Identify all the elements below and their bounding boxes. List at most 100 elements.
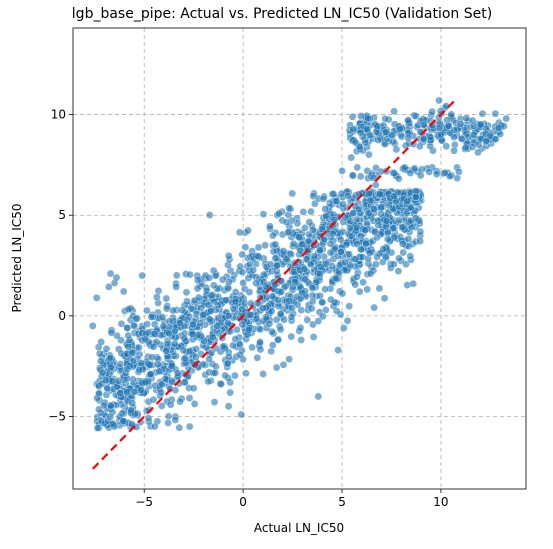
scatter-point [202, 286, 211, 295]
scatter-point [189, 320, 197, 329]
scatter-point [282, 255, 291, 264]
scatter-point [297, 306, 306, 314]
scatter-point [363, 285, 372, 294]
scatter-point [175, 319, 184, 327]
plot-frame [72, 27, 527, 490]
scatter-point [244, 226, 252, 235]
scatter-point [236, 262, 245, 271]
scatter-point [297, 336, 306, 344]
scatter-point [349, 125, 358, 134]
scatter-point [259, 210, 268, 219]
scatter-point [296, 246, 305, 255]
scatter-point [444, 121, 453, 130]
scatter-point [116, 360, 125, 368]
scatter-point [461, 143, 470, 152]
scatter-point [176, 397, 184, 406]
scatter-point [192, 353, 200, 361]
scatter-point [420, 120, 428, 129]
scatter-point [415, 142, 424, 151]
scatter-point [271, 240, 280, 249]
scatter-point [224, 359, 232, 368]
scatter-point [345, 302, 354, 311]
scatter-point [436, 131, 445, 139]
scatter-point [369, 174, 378, 182]
scatter-point [321, 306, 330, 314]
scatter-point [343, 316, 352, 325]
scatter-point [245, 288, 254, 296]
scatter-point [326, 248, 335, 257]
scatter-point [365, 190, 374, 198]
scatter-point [209, 281, 218, 290]
scatter-point [208, 333, 217, 341]
scatter-point [155, 367, 164, 376]
reference-line-layer [91, 99, 456, 470]
scatter-point [107, 328, 116, 337]
scatter-point [277, 288, 286, 296]
scatter-point [299, 208, 308, 216]
scatter-point [196, 319, 204, 327]
scatter-point [394, 267, 403, 275]
scatter-point [305, 218, 314, 226]
scatter-point [205, 315, 214, 324]
scatter-point [318, 298, 326, 307]
scatter-point [355, 142, 364, 151]
scatter-point [373, 253, 381, 261]
scatter-point [321, 205, 330, 213]
scatter-point [279, 247, 288, 255]
scatter-point [269, 231, 277, 240]
scatter-point [353, 163, 362, 172]
scatter-point [259, 278, 268, 286]
scatter-point [304, 237, 313, 246]
scatter-point [362, 239, 370, 248]
scatter-point [185, 422, 194, 431]
scatter-point [303, 316, 312, 324]
scatter-point [96, 357, 105, 366]
scatter-point [331, 274, 340, 282]
scatter-point [214, 301, 222, 310]
scatter-point [268, 327, 276, 336]
scatter-point [245, 260, 254, 269]
scatter-point [282, 218, 291, 227]
scatter-point [124, 331, 133, 340]
scatter-point [314, 259, 322, 268]
scatter-point [187, 304, 196, 313]
scatter-point [365, 150, 373, 159]
scatter-point [468, 143, 477, 151]
scatter-point [153, 360, 162, 369]
scatter-point [169, 306, 177, 315]
scatter-point [165, 329, 173, 338]
scatter-point [315, 270, 324, 278]
scatter-point [231, 335, 240, 343]
scatter-point [213, 321, 222, 330]
scatter-point [382, 217, 391, 225]
scatter-point [193, 276, 202, 285]
scatter-point [301, 224, 309, 232]
scatter-point [369, 205, 378, 213]
scatter-point [204, 377, 212, 386]
scatter-point [143, 320, 152, 328]
scatter-point [158, 313, 167, 321]
scatter-point [404, 116, 412, 125]
scatter-point [188, 330, 197, 339]
scatter-point [99, 401, 108, 410]
scatter-point [314, 392, 323, 401]
scatter-point [332, 197, 341, 205]
scatter-point [307, 207, 315, 216]
scatter-point [309, 333, 318, 341]
scatter-point [162, 347, 171, 355]
scatter-point [308, 284, 317, 293]
scatter-point [183, 316, 192, 324]
scatter-point [316, 291, 324, 300]
scatter-point [123, 324, 132, 332]
scatter-point [153, 293, 161, 301]
scatter-point [180, 334, 189, 343]
scatter-point [231, 371, 239, 380]
scatter-point [326, 239, 335, 248]
scatter-point [259, 304, 267, 313]
scatter-point [337, 247, 345, 256]
x-tick-label: 5 [338, 495, 346, 509]
scatter-point [411, 112, 420, 121]
scatter-point [274, 336, 282, 344]
scatter-point [161, 374, 170, 383]
scatter-point [193, 284, 202, 293]
